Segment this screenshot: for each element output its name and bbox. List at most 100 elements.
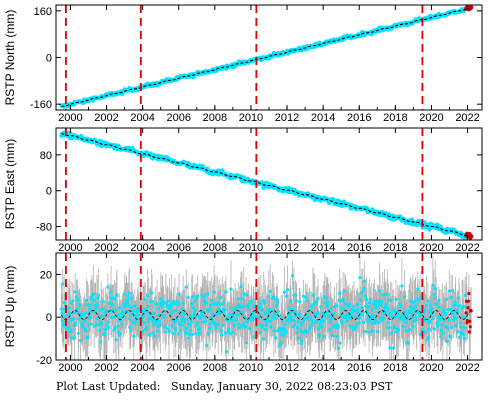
- data-point: [274, 336, 278, 340]
- data-points: [59, 130, 474, 240]
- data-point: [384, 302, 388, 306]
- data-point: [392, 325, 397, 330]
- data-point: [263, 327, 267, 332]
- model-curve: [61, 7, 469, 108]
- y-axis-label: RSTP Up (mm): [3, 266, 17, 348]
- y-tick-label: 80: [40, 150, 52, 162]
- data-point: [143, 297, 147, 302]
- data-point: [391, 346, 395, 350]
- data-point: [103, 332, 107, 336]
- data-point: [379, 300, 383, 304]
- data-point: [243, 325, 248, 329]
- x-tick-label: 2016: [347, 112, 371, 124]
- data-point: [83, 311, 87, 316]
- data-point: [290, 274, 295, 278]
- data-point: [298, 315, 302, 319]
- data-point: [258, 330, 263, 335]
- data-point: [155, 302, 159, 306]
- data-point: [132, 321, 136, 325]
- data-point: [162, 315, 166, 319]
- data-point: [115, 294, 119, 298]
- data-point: [303, 328, 307, 332]
- data-point: [233, 324, 237, 328]
- data-point: [192, 311, 196, 316]
- data-point: [447, 318, 451, 322]
- data-point: [202, 298, 207, 303]
- data-point: [216, 322, 220, 326]
- data-point: [404, 320, 408, 324]
- data-point: [418, 332, 422, 337]
- data-point: [261, 324, 265, 328]
- data-point: [170, 302, 174, 306]
- data-point: [414, 318, 419, 322]
- data-point: [88, 303, 93, 307]
- data-point: [458, 335, 462, 339]
- data-point: [122, 309, 126, 314]
- data-point: [331, 334, 335, 338]
- data-point: [206, 332, 210, 336]
- data-point: [405, 313, 409, 317]
- data-point: [262, 298, 266, 303]
- data-point: [440, 323, 444, 327]
- x-tick-label: 2012: [275, 242, 299, 254]
- data-point: [368, 298, 373, 302]
- data-point: [155, 322, 159, 326]
- data-point: [83, 319, 87, 323]
- data-point: [320, 324, 324, 329]
- data-point: [236, 297, 240, 301]
- x-tick-label: 2002: [94, 362, 118, 374]
- x-tick-label: 2018: [383, 242, 407, 254]
- data-point: [222, 301, 226, 305]
- data-point: [233, 309, 237, 313]
- data-point: [265, 323, 269, 327]
- data-point: [321, 319, 326, 323]
- data-point: [432, 327, 436, 331]
- data-point: [164, 301, 168, 305]
- data-point: [73, 321, 78, 325]
- data-point: [75, 307, 79, 311]
- data-point: [218, 311, 223, 315]
- data-point: [357, 316, 362, 320]
- data-point: [349, 314, 353, 318]
- data-point: [176, 332, 181, 336]
- data-point: [423, 307, 427, 311]
- data-point: [402, 314, 406, 318]
- data-point: [282, 290, 286, 294]
- data-point: [406, 341, 410, 345]
- data-point: [291, 324, 295, 329]
- data-layer: [59, 5, 474, 109]
- data-point: [146, 310, 150, 314]
- data-point: [292, 319, 296, 323]
- data-point: [84, 298, 89, 302]
- chart-panel-1: 2000 2002 2004 2006 2008 2010 2012 2014 2016 2018…: [3, 127, 483, 254]
- data-layer: [59, 255, 473, 360]
- x-tick-label: 2008: [203, 112, 227, 124]
- data-point: [171, 310, 175, 314]
- data-point: [458, 321, 462, 325]
- data-point: [278, 343, 282, 348]
- data-point: [454, 302, 458, 307]
- data-point: [191, 295, 195, 299]
- data-point: [109, 296, 113, 300]
- data-point: [377, 320, 381, 325]
- data-point: [72, 316, 76, 321]
- data-point: [366, 305, 370, 309]
- data-point: [81, 325, 85, 330]
- data-point: [467, 291, 471, 296]
- data-point: [134, 315, 138, 319]
- data-point: [289, 315, 293, 319]
- data-point: [110, 303, 115, 308]
- data-point: [178, 329, 182, 333]
- data-point: [468, 325, 472, 329]
- data-point: [328, 320, 332, 324]
- data-point: [285, 288, 290, 292]
- data-point: [130, 296, 134, 300]
- data-point: [393, 315, 398, 319]
- data-point: [228, 306, 233, 310]
- data-point: [210, 298, 214, 302]
- x-tick-label: 2002: [94, 112, 118, 124]
- data-point: [224, 290, 228, 294]
- data-point: [151, 331, 155, 335]
- data-point: [129, 305, 133, 309]
- data-point: [429, 304, 433, 308]
